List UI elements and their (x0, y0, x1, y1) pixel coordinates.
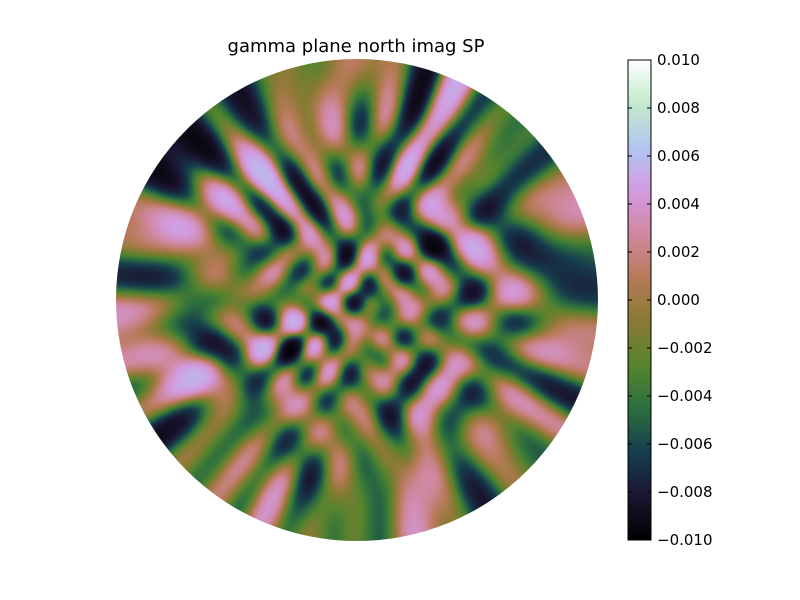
colorbar-tick-label: 0.000 (657, 291, 700, 309)
colorbar-ticks: 0.010 0.008 0.006 0.004 0.002 0.000 −0.002 −0.0… (628, 51, 713, 549)
heatmap-disk (116, 59, 598, 541)
colorbar-tick-label: −0.004 (657, 387, 713, 405)
colorbar-tick-label: 0.004 (657, 195, 700, 213)
colorbar-tick-label: −0.002 (657, 339, 713, 357)
colorbar-tick-label: 0.008 (657, 99, 700, 117)
colorbar-tick-label: 0.010 (657, 51, 700, 69)
colorbar-tick-label: −0.010 (657, 531, 713, 549)
colorbar-gradient (628, 60, 651, 540)
heatmap-image (116, 59, 598, 541)
colorbar-tick-label: −0.006 (657, 435, 713, 453)
colorbar-tick-label: 0.002 (657, 243, 700, 261)
colorbar: 0.010 0.008 0.006 0.004 0.002 0.000 −0.002 −0.0… (627, 51, 713, 549)
colorbar-tick-label: −0.008 (657, 483, 713, 501)
chart-title: gamma plane north imag SP (227, 36, 485, 57)
colorbar-tick-label: 0.006 (657, 147, 700, 165)
